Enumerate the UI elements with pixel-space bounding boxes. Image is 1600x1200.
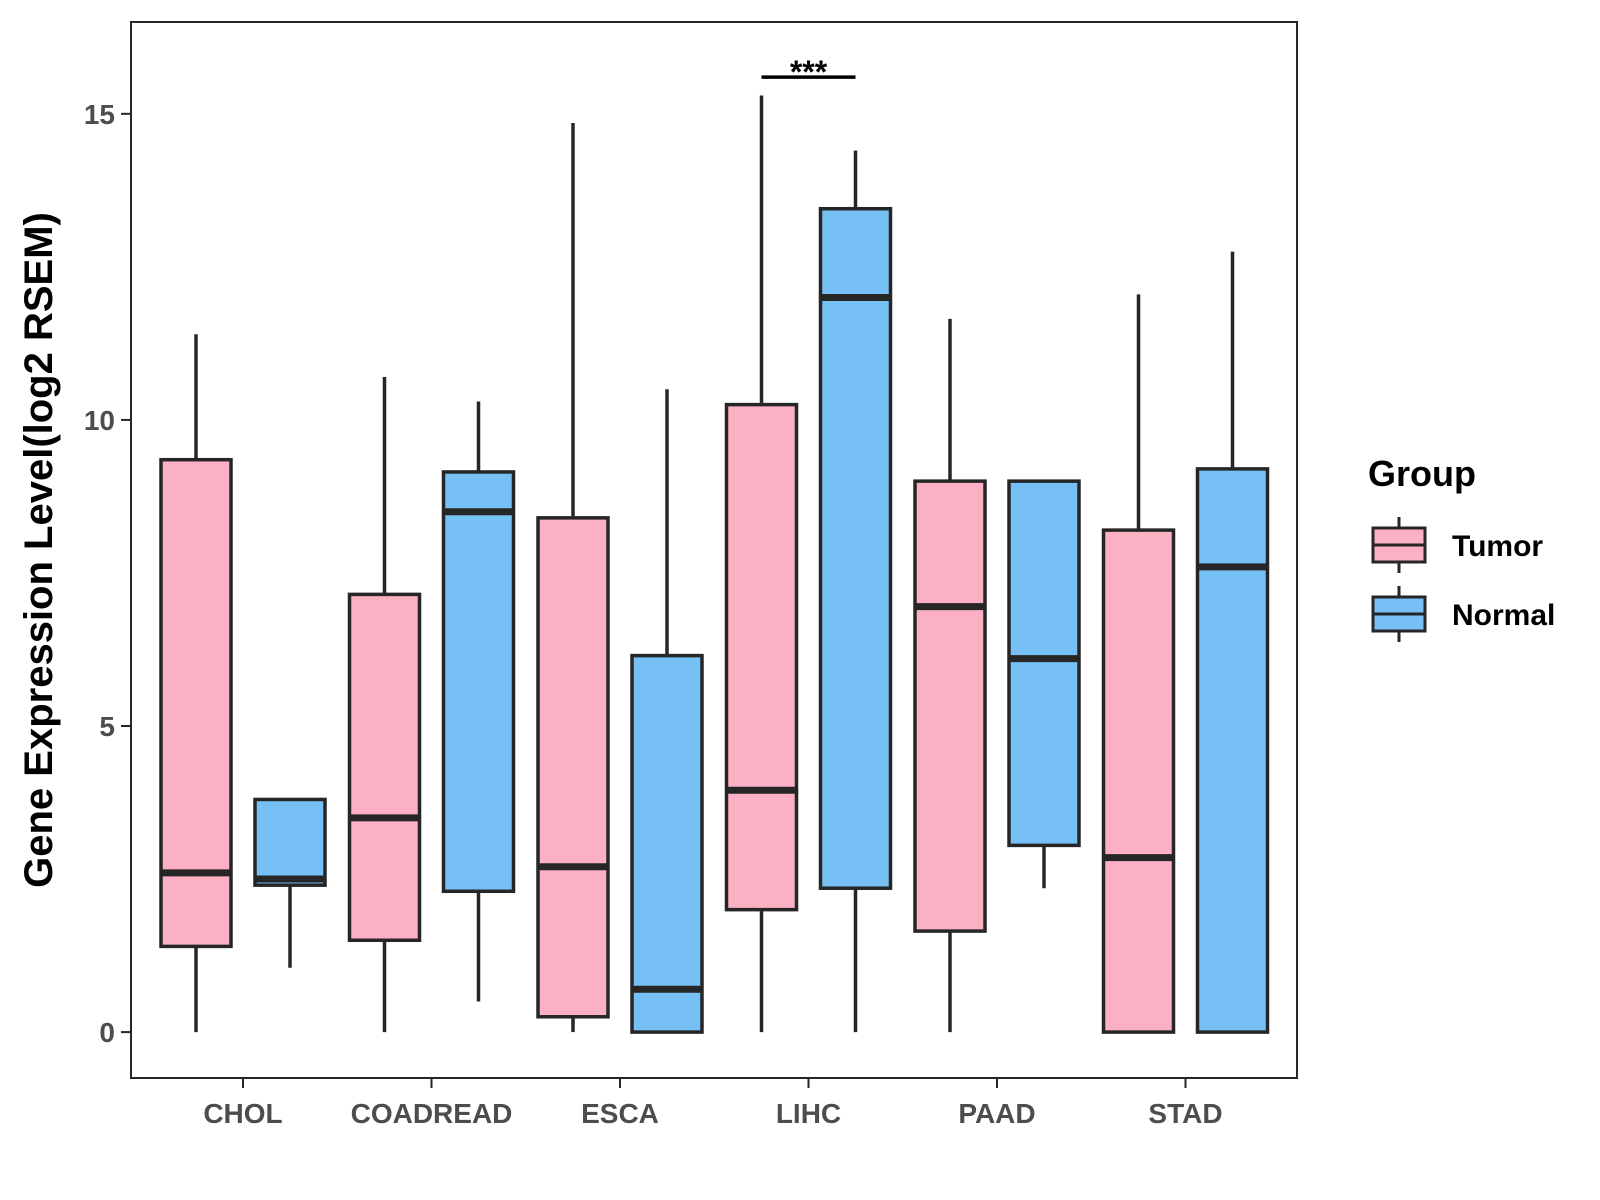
box-iqr xyxy=(630,653,704,1034)
box-iqr xyxy=(536,516,610,1019)
box-iqr xyxy=(1195,467,1270,1034)
x-tick-label: STAD xyxy=(1148,1098,1222,1129)
box-iqr xyxy=(724,402,799,912)
box-coadread-normal xyxy=(441,401,516,1002)
box-stad-normal xyxy=(1195,251,1270,1034)
y-tick-label: 15 xyxy=(84,99,115,130)
y-tick-label: 0 xyxy=(99,1017,115,1048)
significance-label: *** xyxy=(790,54,828,90)
box-iqr xyxy=(818,206,893,890)
box-iqr xyxy=(441,470,516,894)
box-chol-tumor xyxy=(159,334,233,1033)
y-axis-title: Gene Expression Level(log2 RSEM) xyxy=(17,212,61,888)
x-tick-label: LIHC xyxy=(776,1098,841,1129)
box-stad-tumor xyxy=(1101,294,1176,1034)
box-chol-normal xyxy=(253,797,327,968)
x-tick-label: CHOL xyxy=(203,1098,282,1129)
box-lihc-normal xyxy=(818,150,893,1033)
annotation-layer: *** xyxy=(761,54,856,90)
box-iqr xyxy=(1007,479,1081,848)
box-esca-normal xyxy=(630,389,704,1034)
box-layer xyxy=(159,95,1270,1034)
legend-entry-normal: Normal xyxy=(1371,586,1555,642)
box-lihc-tumor xyxy=(724,95,799,1033)
box-paad-tumor xyxy=(913,318,987,1033)
legend: Group Tumor Normal xyxy=(1368,453,1555,642)
box-iqr xyxy=(253,797,327,887)
y-tick-label: 5 xyxy=(99,711,115,742)
x-tick-label: PAAD xyxy=(958,1098,1035,1129)
box-iqr xyxy=(159,457,233,949)
axes-layer: 0 5 10 15 CHOL COADREAD ESCA LIHC PAAD STAD Gene E… xyxy=(17,99,1223,1129)
box-coadread-tumor xyxy=(347,377,422,1033)
box-esca-tumor xyxy=(536,123,610,1033)
legend-label: Tumor xyxy=(1452,530,1543,563)
x-tick-label: ESCA xyxy=(581,1098,659,1129)
legend-label: Normal xyxy=(1452,599,1555,632)
box-paad-normal xyxy=(1007,479,1081,889)
legend-title: Group xyxy=(1368,453,1476,494)
box-iqr xyxy=(913,479,987,933)
y-tick-label: 10 xyxy=(84,405,115,436)
box-iqr xyxy=(347,592,422,943)
legend-entry-tumor: Tumor xyxy=(1371,517,1543,573)
x-tick-label: COADREAD xyxy=(351,1098,513,1129)
box-iqr xyxy=(1101,528,1176,1034)
